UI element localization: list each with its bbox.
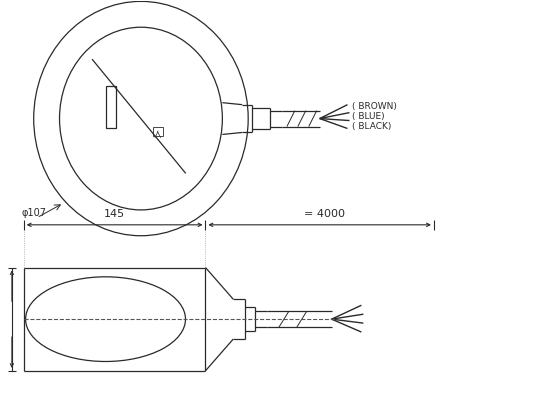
Text: ( BLUE): ( BLUE) (353, 112, 385, 121)
Bar (153, 127, 163, 137)
Text: = 4000: = 4000 (304, 209, 345, 219)
Bar (106, 86, 116, 127)
Text: φ107: φ107 (22, 208, 47, 218)
Text: ( BLACK): ( BLACK) (353, 122, 392, 131)
Text: 145: 145 (104, 209, 125, 219)
Text: ( BROWN): ( BROWN) (353, 102, 397, 111)
